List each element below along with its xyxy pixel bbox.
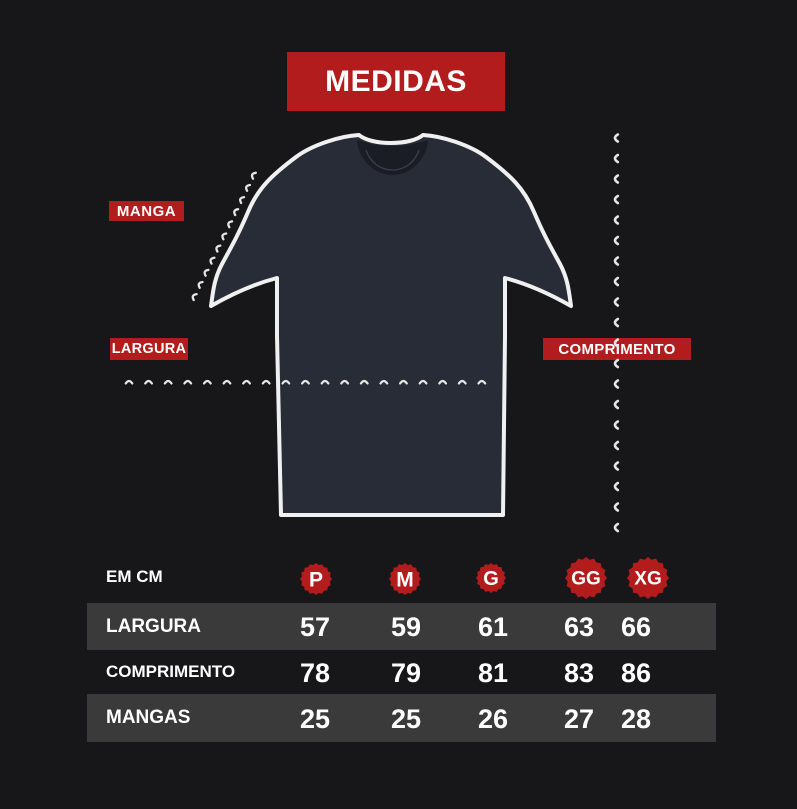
svg-text:G: G	[483, 568, 499, 590]
svg-text:P: P	[309, 569, 323, 592]
svg-text:XG: XG	[634, 569, 661, 590]
svg-text:GG: GG	[571, 569, 601, 590]
svg-text:M: M	[396, 569, 414, 592]
